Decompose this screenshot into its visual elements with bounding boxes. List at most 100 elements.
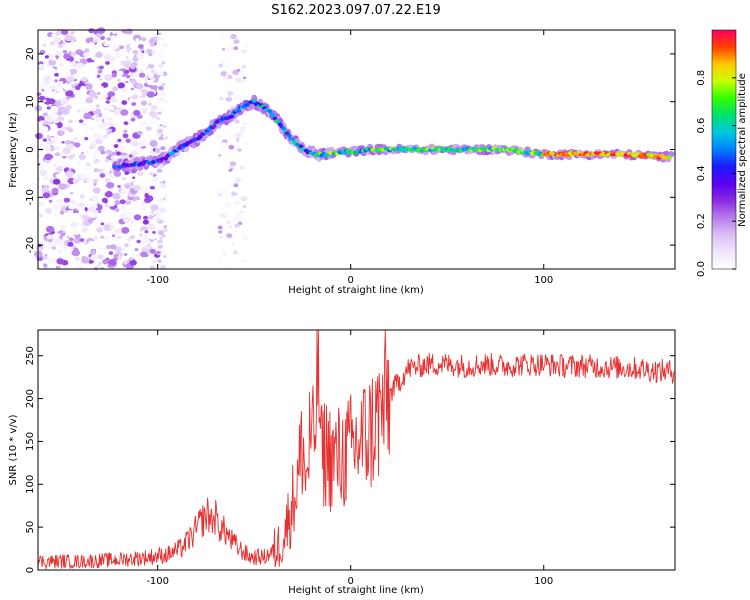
spectrogram-cell bbox=[156, 168, 163, 173]
spectrogram-cell bbox=[107, 264, 111, 268]
snr-x-tick-label: 100 bbox=[534, 576, 553, 587]
spectrogram-cell bbox=[112, 192, 121, 200]
spectrogram-cell bbox=[64, 34, 73, 42]
spectrogram-cell bbox=[52, 243, 56, 246]
spectrogram-y-ticks: -20 -10 0 10 20 bbox=[25, 48, 675, 253]
spectrogram-cell bbox=[70, 68, 78, 75]
spectrogram-cell bbox=[132, 34, 142, 42]
spectrogram-cell bbox=[156, 128, 164, 134]
spectrogram-cell bbox=[220, 59, 226, 64]
spectrogram-cell bbox=[147, 189, 157, 196]
snr-y-tick-label: 0 bbox=[25, 567, 36, 573]
spectrogram-cell bbox=[97, 93, 107, 101]
spectrogram-cell bbox=[160, 39, 166, 44]
spectrogram-cell bbox=[65, 122, 72, 128]
spectrogram-cell bbox=[85, 162, 90, 166]
spectrogram-cell bbox=[45, 88, 53, 94]
spectrogram-cell bbox=[69, 48, 73, 51]
snr-y-tick-label: 250 bbox=[25, 346, 36, 365]
spectrogram-cell bbox=[129, 223, 133, 226]
spectrogram-cell bbox=[228, 95, 232, 98]
spectrogram-cell bbox=[55, 265, 61, 270]
spectrogram-x-axis-label: Height of straight line (km) bbox=[288, 285, 424, 296]
spectrogram-cell bbox=[161, 83, 166, 86]
spectrogram-cell bbox=[242, 235, 249, 241]
spectrogram-cell bbox=[117, 70, 124, 76]
spectrogram-cell bbox=[61, 245, 69, 251]
snr-y-tick-label: 50 bbox=[25, 521, 36, 534]
spectrogram-cell bbox=[238, 72, 245, 78]
spectrogram-cell bbox=[90, 203, 98, 210]
spectrogram-cell bbox=[136, 52, 145, 60]
spectrogram-cell bbox=[217, 225, 223, 230]
spectrogram-cell bbox=[55, 84, 62, 90]
spectrogram-cell bbox=[44, 145, 52, 152]
spectrogram-cell bbox=[103, 107, 107, 111]
spectrogram-cell bbox=[148, 214, 154, 220]
spectrogram-ridge-core bbox=[211, 124, 217, 128]
spectrogram-cell bbox=[161, 260, 166, 264]
spectrogram-cell bbox=[129, 121, 133, 125]
spectrogram-ridge-core bbox=[267, 109, 273, 113]
spectrogram-cell bbox=[233, 46, 239, 51]
spectrogram-cell bbox=[68, 168, 72, 171]
spectrogram-cell bbox=[152, 259, 158, 264]
spectrogram-cell bbox=[137, 130, 143, 136]
spectrogram-cell bbox=[160, 97, 164, 101]
spectrogram-cell bbox=[221, 48, 226, 51]
spectrogram-cell bbox=[149, 38, 156, 44]
spectrogram-cell bbox=[124, 253, 128, 256]
spectrogram-cell bbox=[141, 108, 148, 114]
spectrogram-cell bbox=[73, 210, 77, 213]
spectrogram-cell bbox=[228, 225, 232, 229]
spectrogram-cell bbox=[107, 131, 111, 135]
spectrogram-cell bbox=[37, 64, 45, 71]
spectrogram-cell bbox=[103, 134, 108, 138]
spectrogram-cell bbox=[83, 180, 87, 183]
spectrogram-cell bbox=[56, 258, 65, 265]
spectrogram-cell bbox=[221, 209, 225, 213]
spectrogram-cell bbox=[66, 76, 75, 83]
spectrogram-cell bbox=[101, 82, 109, 88]
spectrogram-cell bbox=[92, 179, 97, 183]
spectrogram-cell bbox=[154, 148, 161, 154]
spectrogram-cell bbox=[38, 95, 46, 101]
spectrogram-cell bbox=[49, 136, 55, 142]
spectrogram-cell bbox=[163, 255, 167, 258]
spectrogram-cell bbox=[81, 227, 89, 233]
spectrogram-cell bbox=[81, 76, 88, 82]
spectrogram-cell bbox=[103, 224, 112, 232]
spectrogram-cell bbox=[89, 249, 97, 255]
snr-x-axis-label: Height of straight line (km) bbox=[288, 585, 424, 596]
spectrogram-cell bbox=[79, 238, 85, 242]
spectrogram-cell bbox=[122, 176, 127, 181]
spectrogram-cell bbox=[234, 172, 241, 178]
spectrogram-cell bbox=[148, 233, 157, 240]
spectrogram-cell bbox=[139, 233, 143, 237]
spectrogram-cell bbox=[158, 203, 165, 209]
spectrogram-cell bbox=[227, 141, 233, 146]
spectrogram-cell bbox=[142, 219, 149, 225]
spectrogram-cell bbox=[242, 179, 248, 184]
spectrogram-cell bbox=[102, 53, 107, 57]
spectrogram-cell bbox=[148, 64, 155, 69]
spectrogram-cell bbox=[132, 179, 137, 183]
spectrogram-cell bbox=[55, 90, 59, 93]
spectrogram-cell bbox=[149, 197, 153, 200]
spectrogram-cell bbox=[220, 70, 227, 77]
spectrogram-cell bbox=[72, 153, 76, 157]
spectrogram-cell bbox=[236, 213, 240, 216]
spectrogram-cell bbox=[43, 263, 47, 267]
spectrogram-cell bbox=[82, 241, 88, 246]
spectrogram-cell bbox=[105, 149, 113, 155]
spectrogram-cell bbox=[70, 31, 75, 35]
spectrogram-cell bbox=[81, 103, 88, 109]
spectrogram-cell bbox=[239, 131, 243, 134]
spectrogram-cell bbox=[112, 86, 119, 92]
spectrogram-cell bbox=[222, 83, 226, 87]
spectrogram-cell bbox=[124, 69, 130, 74]
spectrogram-cell bbox=[219, 35, 224, 39]
spectrogram-cell bbox=[105, 61, 110, 65]
spectrogram-cell bbox=[225, 103, 230, 107]
